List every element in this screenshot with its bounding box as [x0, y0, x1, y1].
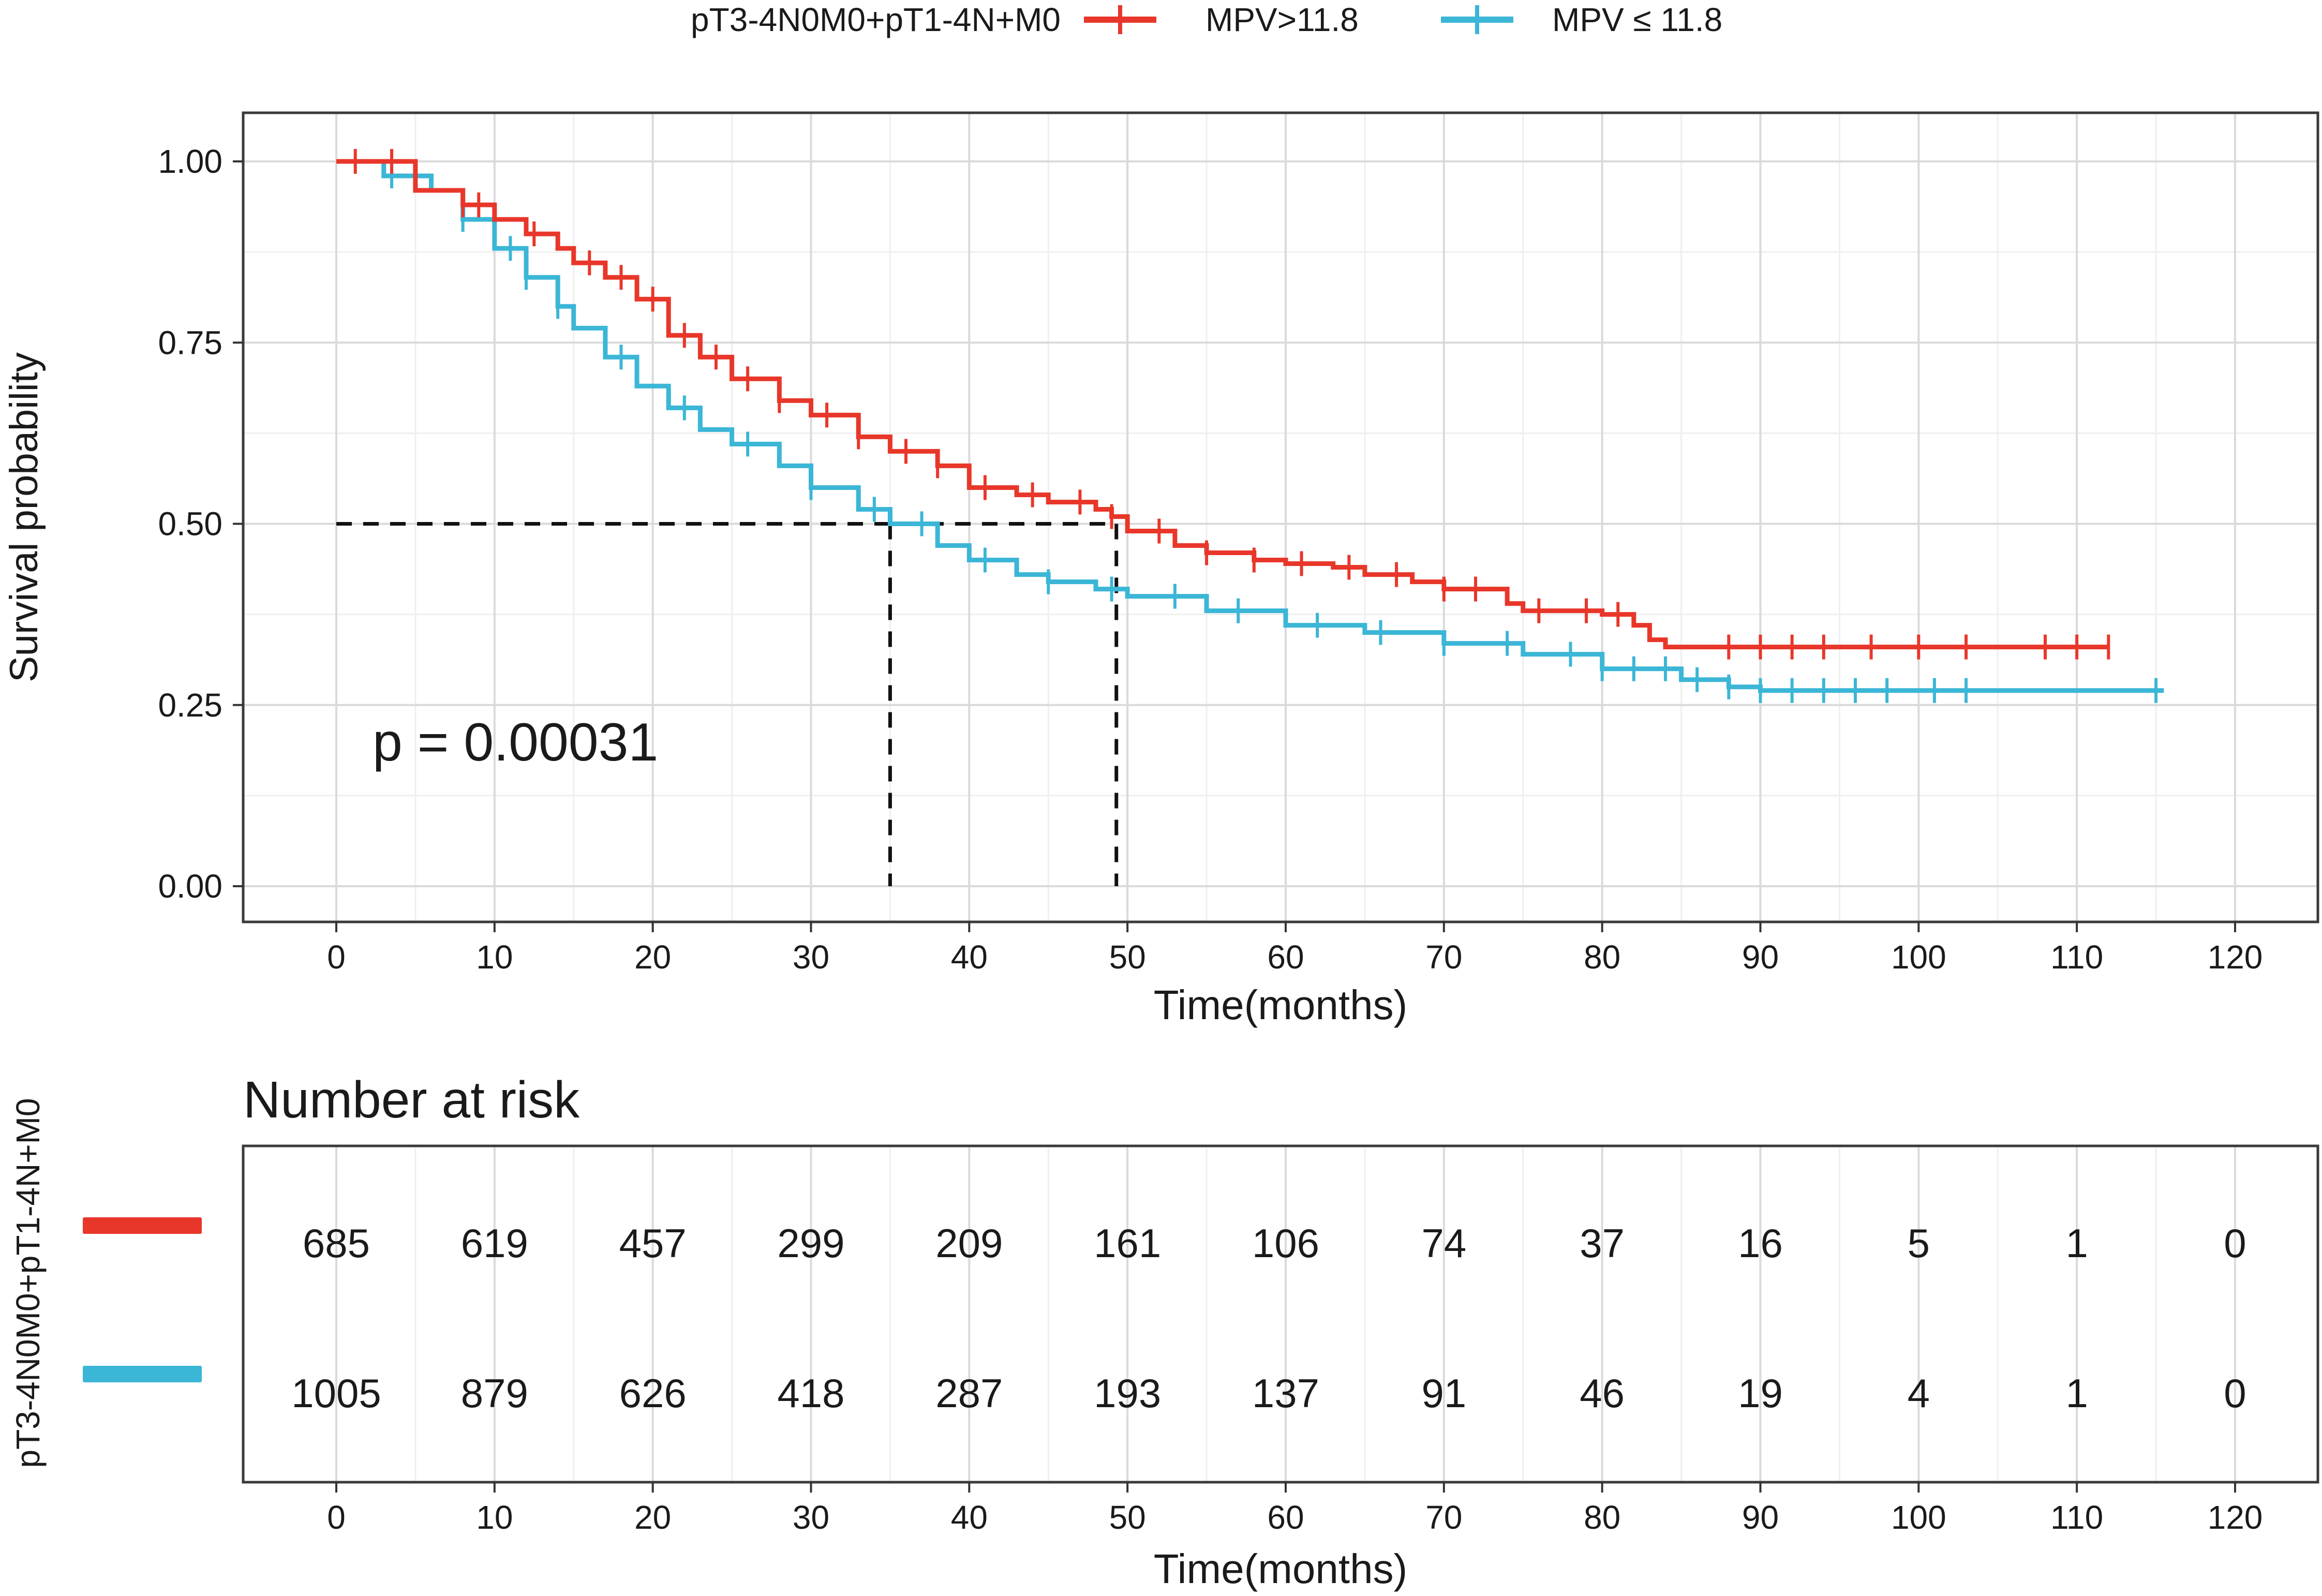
y-tick-label: 0.75: [158, 324, 222, 361]
risk-x-tick-label: 40: [951, 1499, 988, 1536]
x-tick-label: 60: [1267, 938, 1304, 976]
risk-count-low: 418: [777, 1370, 844, 1416]
risk-count-low: 193: [1094, 1370, 1161, 1416]
x-tick-label: 30: [793, 938, 829, 976]
risk-x-tick-label: 30: [793, 1499, 829, 1536]
x-tick-label: 100: [1891, 938, 1946, 976]
y-tick-label: 1.00: [158, 143, 222, 180]
risk-x-tick-label: 110: [2050, 1499, 2103, 1536]
legend-item-low: MPV ≤ 11.8: [1441, 1, 1722, 38]
risk-count-low: 91: [1421, 1370, 1466, 1416]
legend: pT3-4N0M0+pT1-4N+M0 MPV>11.8 MPV ≤ 11.8: [691, 1, 1722, 38]
risk-x-tick-label: 100: [1891, 1499, 1946, 1536]
risk-x-tick-label: 20: [634, 1499, 671, 1536]
survival-curve-low: [336, 159, 2164, 693]
risk-x-tick-label: 10: [476, 1499, 513, 1536]
risk-count-high: 209: [935, 1220, 1003, 1266]
risk-count-high: 619: [461, 1220, 528, 1266]
risk-count-high: 0: [2224, 1220, 2246, 1266]
risk-count-low: 879: [461, 1370, 528, 1416]
risk-count-high: 161: [1094, 1220, 1161, 1266]
x-tick-label: 70: [1425, 938, 1462, 976]
y-axis: 0.00 0.25 0.50 0.75 1.00: [158, 143, 243, 905]
risk-x-tick-label: 60: [1267, 1499, 1304, 1536]
x-tick-label: 40: [951, 938, 988, 976]
risk-table-title: Number at risk: [243, 1071, 580, 1129]
risk-x-tick-label: 90: [1742, 1499, 1779, 1536]
risk-count-low: 46: [1580, 1370, 1625, 1416]
risk-count-low: 19: [1738, 1370, 1783, 1416]
survival-series-low: [336, 159, 2164, 703]
risk-table-row-keys: [83, 1217, 202, 1382]
risk-count-high: 37: [1580, 1220, 1625, 1266]
x-axis-label: Time(months): [1154, 982, 1407, 1028]
p-value-label: p = 0.00031: [373, 712, 658, 772]
risk-count-high: 299: [777, 1220, 844, 1266]
survival-curve-high: [336, 159, 2109, 650]
legend-label-low: MPV ≤ 11.8: [1552, 1, 1722, 38]
x-tick-label: 20: [634, 938, 671, 976]
legend-item-high: MPV>11.8: [1084, 1, 1359, 38]
risk-row-key-high: [83, 1217, 202, 1234]
risk-count-high: 457: [619, 1220, 687, 1266]
x-tick-label: 120: [2208, 938, 2263, 976]
risk-count-high: 5: [1908, 1220, 1930, 1266]
risk-table-cells: 685 619 457 299 209 161 106 74 37 16 5 1 0 1005 879 626…: [291, 1220, 2246, 1416]
risk-table-grid: [335, 1146, 2236, 1482]
x-tick-label: 10: [476, 938, 513, 976]
y-tick-label: 0.00: [158, 868, 222, 905]
legend-label-high: MPV>11.8: [1205, 1, 1359, 38]
risk-count-low: 287: [935, 1370, 1003, 1416]
risk-count-low: 1005: [291, 1370, 381, 1416]
risk-table-border: [242, 1144, 2319, 1484]
plot-panel: [242, 111, 2319, 923]
risk-x-tick-label: 0: [327, 1499, 346, 1536]
x-axis: 0 10 20 30 40 50 60 70 80 90 100 110 120: [327, 922, 2263, 976]
risk-row-key-low: [83, 1366, 202, 1382]
x-tick-label: 50: [1109, 938, 1146, 976]
survival-series-high: [336, 149, 2110, 660]
risk-x-tick-label: 80: [1584, 1499, 1620, 1536]
risk-count-high: 106: [1252, 1220, 1319, 1266]
risk-count-low: 626: [619, 1370, 687, 1416]
legend-title: pT3-4N0M0+pT1-4N+M0: [691, 1, 1061, 38]
plot-border: [242, 111, 2319, 923]
risk-count-high: 74: [1421, 1220, 1466, 1266]
risk-count-high: 685: [303, 1220, 370, 1266]
median-reference-lines: [336, 522, 1119, 886]
risk-count-high: 16: [1738, 1220, 1783, 1266]
risk-count-low: 4: [1908, 1370, 1930, 1416]
risk-table-strata-label: pT3-4N0M0+pT1-4N+M0: [9, 1098, 47, 1468]
risk-x-tick-label: 70: [1425, 1499, 1462, 1536]
risk-count-low: 0: [2224, 1370, 2246, 1416]
y-axis-label: Survival probability: [2, 352, 46, 682]
y-tick-label: 0.50: [158, 505, 222, 543]
risk-table-panel: 685 619 457 299 209 161 106 74 37 16 5 1 0 1005 879 626…: [242, 1144, 2319, 1484]
grid-major: [243, 113, 2318, 922]
risk-table-x-axis: 0 10 20 30 40 50 60 70 80 90 100 110 120: [327, 1482, 2263, 1536]
survival-curves: [336, 149, 2164, 703]
y-tick-label: 0.25: [158, 687, 222, 724]
risk-x-tick-label: 120: [2208, 1499, 2263, 1536]
x-tick-label: 90: [1742, 938, 1779, 976]
x-tick-label: 0: [327, 938, 346, 976]
x-tick-label: 110: [2050, 938, 2103, 976]
risk-count-low: 1: [2065, 1370, 2088, 1416]
risk-count-high: 1: [2065, 1220, 2088, 1266]
risk-table-x-axis-label: Time(months): [1154, 1546, 1407, 1592]
risk-count-low: 137: [1252, 1370, 1319, 1416]
x-tick-label: 80: [1584, 938, 1620, 976]
risk-x-tick-label: 50: [1109, 1499, 1146, 1536]
